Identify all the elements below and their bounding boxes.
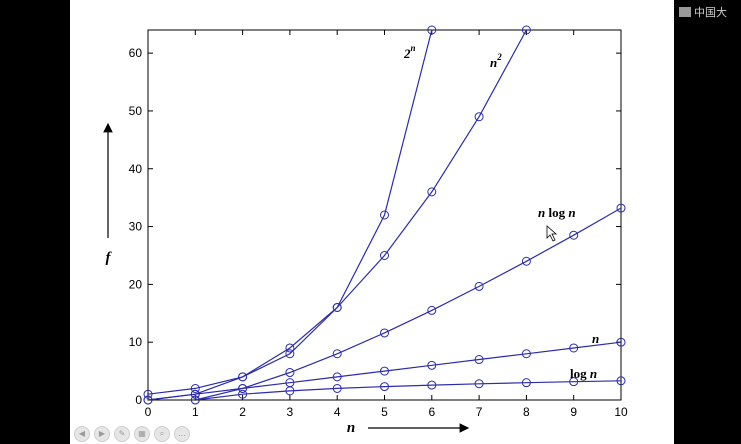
y-tick-label: 0 <box>135 393 142 407</box>
curve-label-part: log <box>570 366 587 381</box>
zoom-button[interactable]: ⌕ <box>154 426 170 442</box>
data-point-n-pow-2 <box>380 250 389 260</box>
x-tick-label: 1 <box>192 405 199 419</box>
curve-label-part: n <box>565 205 575 220</box>
x-tick-label: 8 <box>523 405 530 419</box>
data-point-log-n <box>616 376 626 386</box>
data-point-n <box>332 372 342 382</box>
slideshow-controls: ◀ ▶ ✎ ▦ ⌕… <box>74 426 190 442</box>
camera-logo-icon <box>679 7 691 17</box>
series-line-n <box>148 341 621 400</box>
data-point-n-pow-2 <box>332 303 342 312</box>
curve-label-part: n <box>587 366 597 381</box>
data-point-log-n <box>427 380 437 390</box>
data-point-n-log-n <box>285 368 295 378</box>
data-point-n-log-n <box>521 256 531 266</box>
series-line-n-pow-2 <box>148 29 527 400</box>
data-point-n <box>474 355 484 365</box>
series-line-2-pow-n <box>148 29 433 395</box>
data-point-n <box>427 360 437 370</box>
data-point-log-n <box>521 378 531 388</box>
data-point-n-log-n <box>569 230 579 240</box>
watermark-logo: 中国大 <box>679 4 737 20</box>
curve-label-n-pow-2: n2 <box>490 52 502 70</box>
data-point-n-log-n <box>616 203 626 213</box>
y-tick-label: 40 <box>129 162 143 176</box>
data-point-log-n <box>569 377 579 387</box>
x-tick-label: 6 <box>428 405 435 419</box>
x-tick-label: 9 <box>570 405 577 419</box>
data-point-n <box>190 389 200 399</box>
x-tick-label: 10 <box>614 405 628 419</box>
y-axis-label: f <box>106 250 113 266</box>
data-point-log-n <box>190 395 200 405</box>
y-tick-label: 60 <box>129 46 143 60</box>
data-point-n-log-n <box>380 328 389 338</box>
data-point-n <box>143 395 153 405</box>
curve-label-n: n <box>592 331 599 346</box>
curve-label-n-log-n: n log n <box>538 205 576 220</box>
x-tick-label: 7 <box>476 405 483 419</box>
data-point-n-pow-2 <box>238 372 248 382</box>
curve-label-superscript: n <box>411 43 416 53</box>
curve-label-2-pow-n: 2n <box>403 43 416 61</box>
data-point-n-pow-2 <box>427 187 437 197</box>
watermark-text: 中国大 <box>694 7 727 19</box>
data-point-n-pow-2 <box>285 343 295 353</box>
data-point-2-pow-n <box>143 389 153 399</box>
data-point-n <box>380 366 389 376</box>
data-point-2-pow-n <box>427 25 437 35</box>
curve-label-part: 2 <box>403 46 411 61</box>
data-point-log-n <box>238 389 248 399</box>
data-point-n <box>521 349 531 359</box>
curve-label-part: n <box>592 331 599 346</box>
slide-canvas: 0 1 2 3 4 5 6 7 8 9 10 0 10 20 30 40 50 60 2n n2 n log n n lo… <box>70 0 674 444</box>
data-point-log-n <box>380 382 389 392</box>
data-point-2-pow-n <box>285 349 295 359</box>
y-tick-label: 10 <box>129 335 143 349</box>
x-axis-label: n <box>347 420 355 436</box>
series-line-n-log-n <box>195 207 621 400</box>
data-point-n <box>238 383 248 393</box>
next-slide-button[interactable]: ▶ <box>94 426 110 442</box>
mouse-cursor-icon <box>546 225 558 242</box>
prev-slide-button[interactable]: ◀ <box>74 426 90 442</box>
series-line-log-n <box>195 380 621 400</box>
data-point-n-log-n <box>427 305 437 315</box>
y-tick-label: 30 <box>129 220 143 234</box>
curve-label-log-n: log n <box>570 366 597 381</box>
x-tick-label: 3 <box>287 405 294 419</box>
curve-label-part: log <box>548 205 565 220</box>
curve-label-part: n <box>490 55 497 70</box>
data-point-2-pow-n <box>190 383 200 393</box>
data-point-n-pow-2 <box>521 25 531 35</box>
axes: 0 1 2 3 4 5 6 7 8 9 10 0 10 20 30 40 50 60 <box>129 29 628 419</box>
x-tick-label: 2 <box>239 405 246 419</box>
data-point-log-n <box>332 383 342 393</box>
data-point-n-pow-2 <box>474 112 484 122</box>
curve-label-part: n <box>538 205 548 220</box>
data-point-n <box>569 343 579 353</box>
data-point-2-pow-n <box>380 210 389 220</box>
axis-arrows: fn <box>103 122 558 436</box>
y-tick-label: 20 <box>129 277 143 291</box>
slide-sorter-button[interactable]: ▦ <box>134 426 150 442</box>
x-tick-label: 0 <box>145 405 152 419</box>
more-options-button[interactable]: … <box>174 426 190 442</box>
data-point-n-log-n <box>332 349 342 359</box>
data-point-log-n <box>474 379 484 389</box>
data-point-log-n <box>285 386 295 396</box>
x-tick-label: 4 <box>334 405 341 419</box>
curve-label-superscript: 2 <box>496 52 502 62</box>
x-tick-label: 5 <box>381 405 388 419</box>
data-point-n <box>616 337 626 347</box>
pen-tool-button[interactable]: ✎ <box>114 426 130 442</box>
y-tick-label: 50 <box>129 104 143 118</box>
curves <box>143 25 626 405</box>
data-point-n-log-n <box>474 281 484 291</box>
